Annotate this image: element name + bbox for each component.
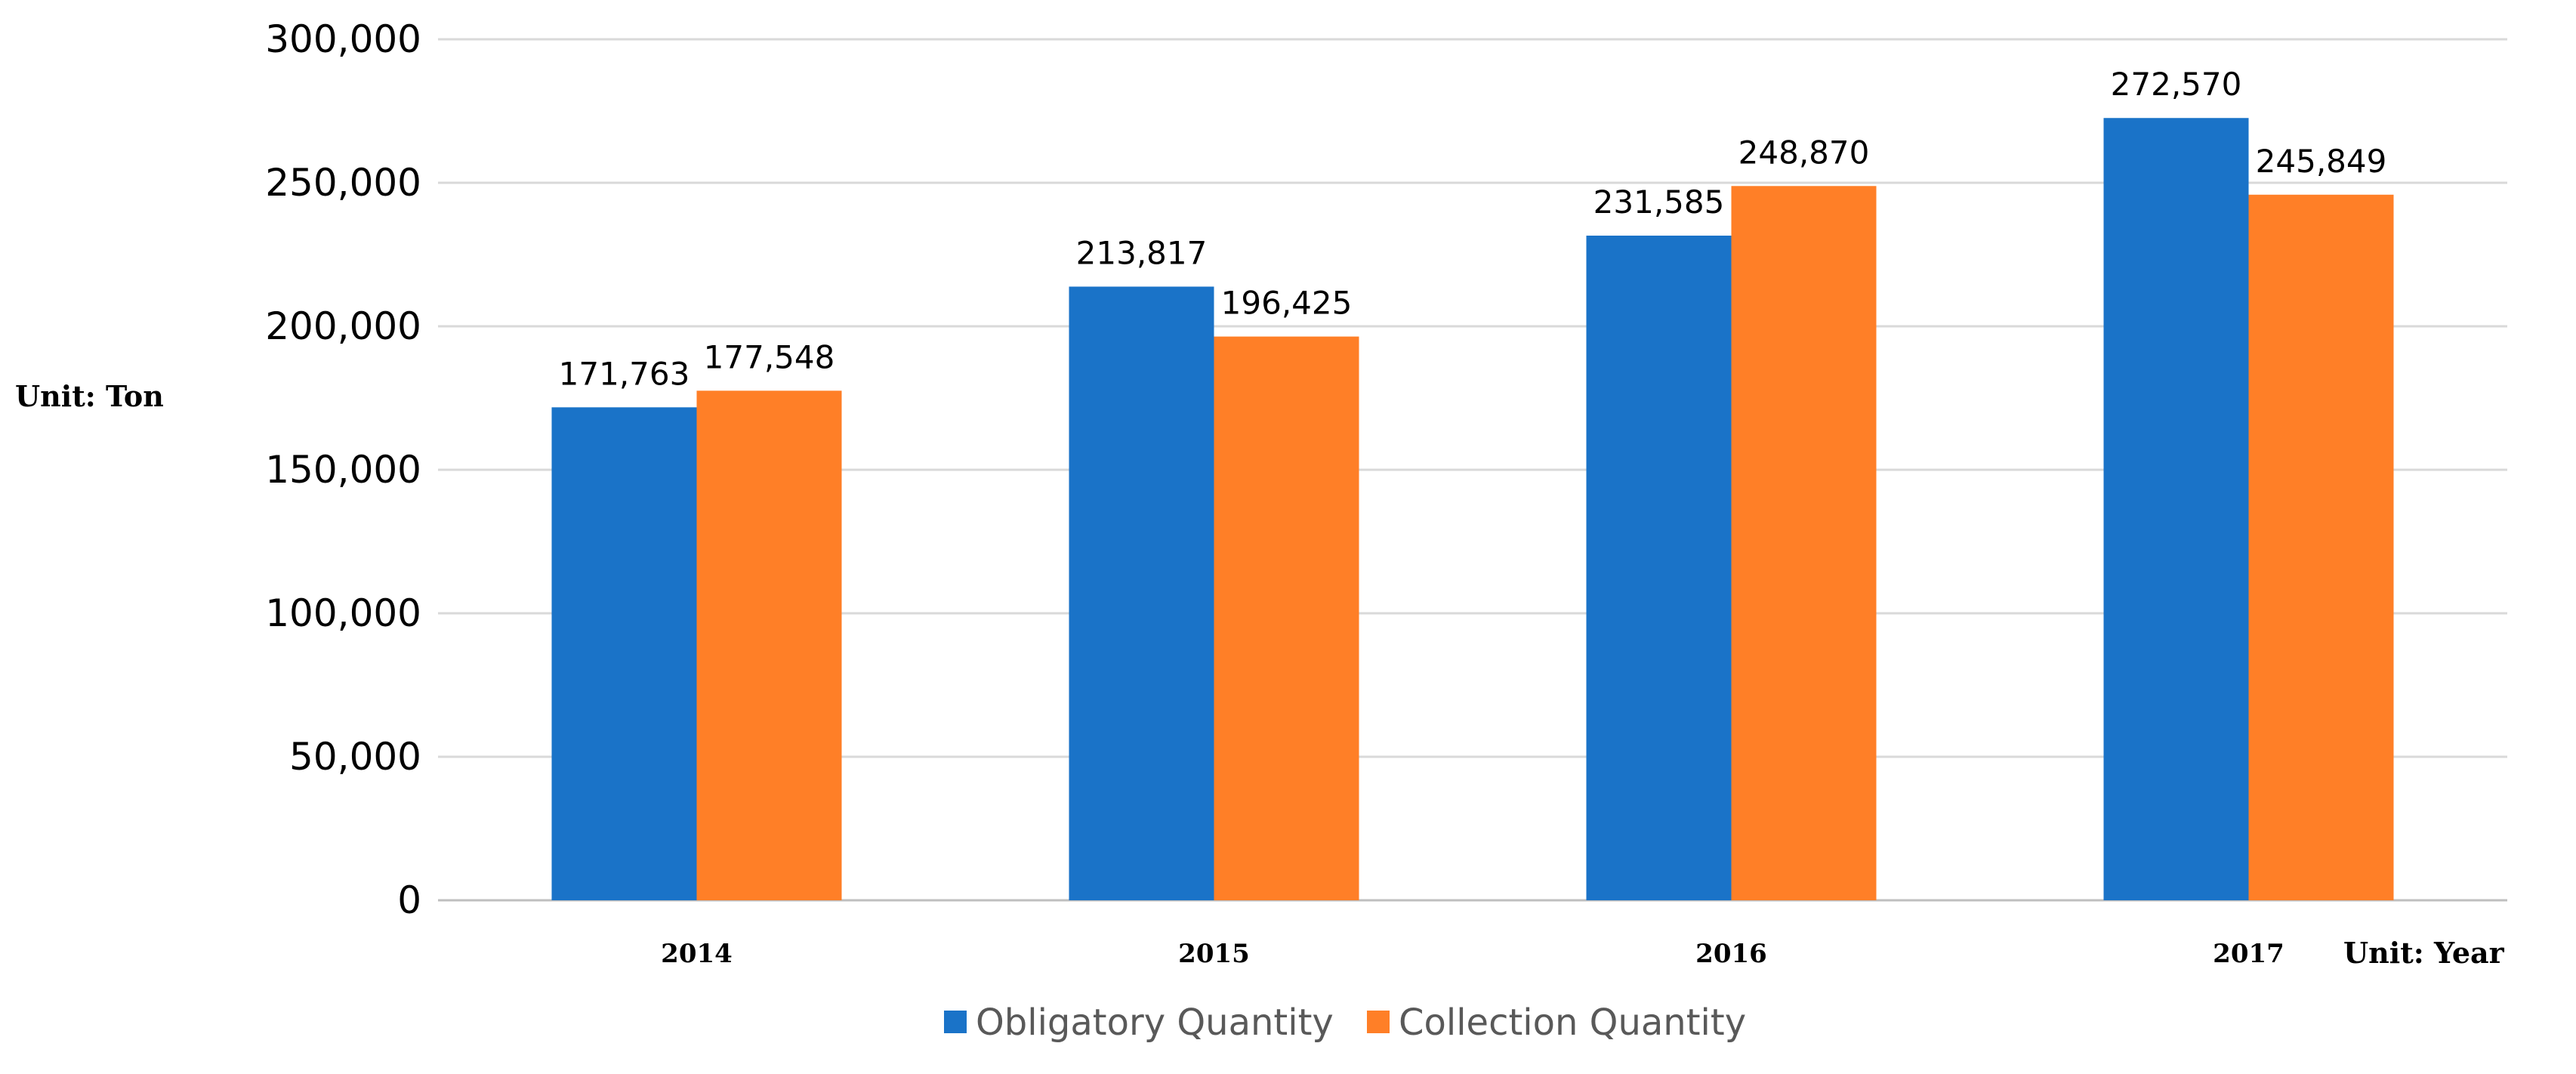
x-tick-label: 2015 <box>1178 939 1250 969</box>
y-tick-label: 100,000 <box>265 591 421 635</box>
data-label: 171,763 <box>559 355 690 392</box>
y-tick-label: 50,000 <box>289 735 421 779</box>
y-tick-label: 300,000 <box>265 17 421 61</box>
legend: Obligatory Quantity Collection Quantity <box>944 1001 1746 1044</box>
x-tick-label: 2014 <box>661 939 733 969</box>
y-tick-label: 150,000 <box>265 448 421 492</box>
legend-swatch <box>944 1011 967 1033</box>
bar <box>696 390 842 900</box>
bar <box>2103 118 2249 900</box>
y-tick-label: 0 <box>397 878 421 922</box>
bar <box>1586 235 1732 900</box>
y-tick-label: 200,000 <box>265 304 421 348</box>
data-label: 177,548 <box>704 338 835 375</box>
data-label: 248,870 <box>1738 134 1870 171</box>
bars <box>551 118 2394 901</box>
bar <box>1214 336 1359 901</box>
data-labels: 171,763 177,548 213,817 196,425 231,585 248,8… <box>559 66 2387 392</box>
bar <box>1069 286 1214 901</box>
x-tick-label: 2017 <box>2213 939 2284 969</box>
x-axis-unit-label: Unit: Year <box>2343 936 2505 970</box>
y-axis-unit-label: Unit: Ton <box>15 379 164 413</box>
data-label: 196,425 <box>1221 285 1353 322</box>
bar <box>551 407 697 900</box>
x-tick-label: 2016 <box>1695 939 1767 969</box>
bar <box>2248 194 2394 900</box>
y-axis-ticks: 0 50,000 100,000 150,000 200,000 250,000 300,0… <box>265 17 421 922</box>
data-label: 245,849 <box>2256 143 2387 180</box>
y-tick-label: 250,000 <box>265 161 421 205</box>
legend-label: Obligatory Quantity <box>976 1001 1334 1044</box>
data-label: 213,817 <box>1076 234 1208 271</box>
data-label: 272,570 <box>2111 66 2242 103</box>
data-label: 231,585 <box>1593 184 1725 221</box>
x-axis-categories: 2014 2015 2016 2017 <box>661 939 2284 969</box>
bar <box>1731 186 1877 900</box>
legend-label: Collection Quantity <box>1399 1001 1746 1044</box>
legend-swatch <box>1367 1011 1390 1033</box>
